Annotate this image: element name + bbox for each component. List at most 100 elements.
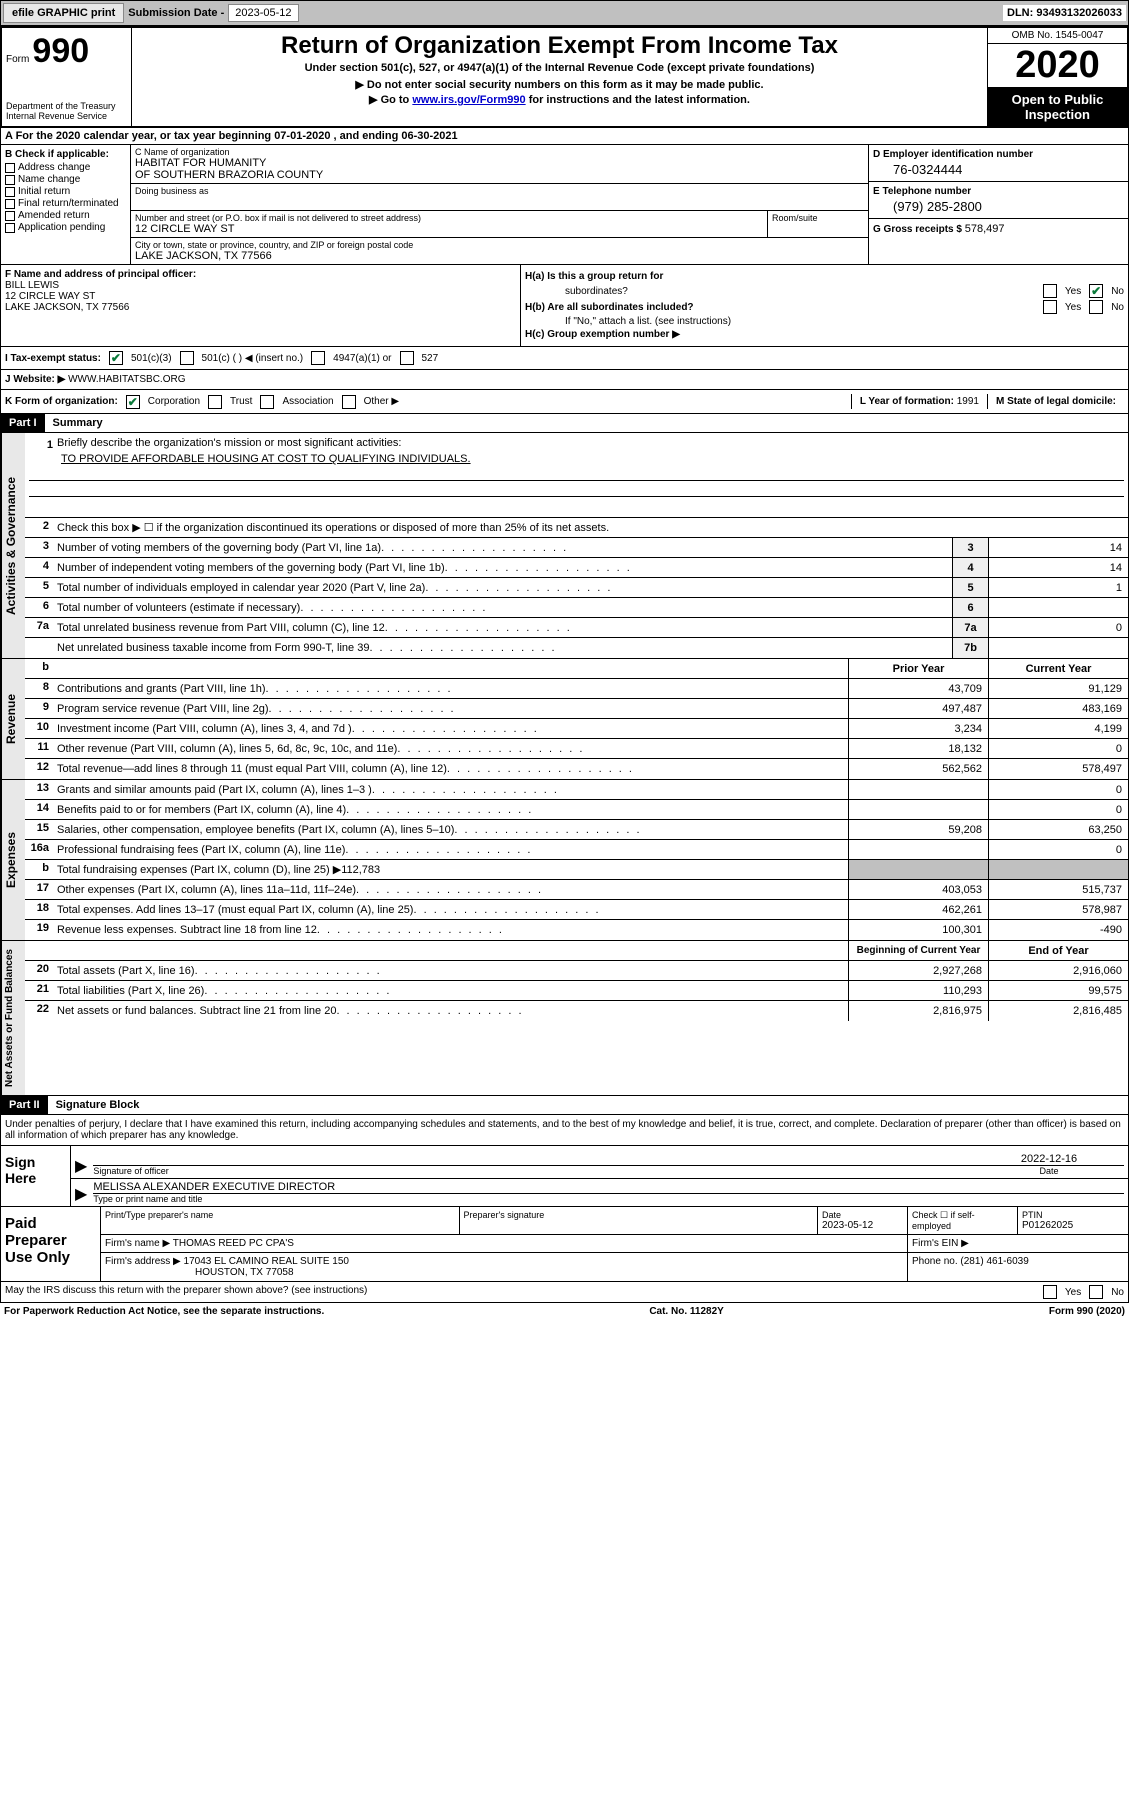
h-group-return-box: H(a) Is this a group return for subordin… bbox=[521, 265, 1128, 346]
table-row: Net unrelated business taxable income fr… bbox=[25, 638, 1128, 658]
city-label: City or town, state or province, country… bbox=[135, 240, 864, 250]
row-desc: Number of independent voting members of … bbox=[53, 558, 952, 577]
gross-value: 578,497 bbox=[965, 223, 1005, 235]
row-desc: Salaries, other compensation, employee b… bbox=[53, 820, 848, 839]
city-value: LAKE JACKSON, TX 77566 bbox=[135, 250, 864, 262]
chk-name-change[interactable]: Name change bbox=[5, 174, 126, 185]
h-c-line: H(c) Group exemption number ▶ bbox=[525, 329, 1124, 340]
gross-label: G Gross receipts $ bbox=[873, 224, 965, 235]
revenue-section: Revenue b Prior Year Current Year 8 Cont… bbox=[0, 659, 1129, 780]
row-desc: Total unrelated business revenue from Pa… bbox=[53, 618, 952, 637]
sign-here-label: Sign Here bbox=[1, 1146, 71, 1206]
prior-value bbox=[848, 800, 988, 819]
row-desc: Benefits paid to or for members (Part IX… bbox=[53, 800, 848, 819]
tab-net-assets: Net Assets or Fund Balances bbox=[1, 941, 25, 1095]
net-assets-section: Net Assets or Fund Balances Beginning of… bbox=[0, 941, 1129, 1096]
chk-address-change[interactable]: Address change bbox=[5, 162, 126, 173]
f-label: F Name and address of principal officer: bbox=[5, 269, 516, 280]
form990-link[interactable]: www.irs.gov/Form990 bbox=[412, 94, 525, 106]
table-row: 6 Total number of volunteers (estimate i… bbox=[25, 598, 1128, 618]
header-center: Return of Organization Exempt From Incom… bbox=[132, 28, 987, 126]
prior-value: 462,261 bbox=[848, 900, 988, 919]
prior-value: 43,709 bbox=[848, 679, 988, 698]
row-desc: Total number of individuals employed in … bbox=[53, 578, 952, 597]
chk-final-return[interactable]: Final return/terminated bbox=[5, 198, 126, 209]
prior-value bbox=[848, 780, 988, 799]
checkbox-icon bbox=[5, 175, 15, 185]
state-domicile: M State of legal domicile: bbox=[987, 394, 1124, 409]
h-a-yes-checkbox[interactable] bbox=[1043, 284, 1057, 298]
header-sub3: ▶ Go to www.irs.gov/Form990 for instruct… bbox=[136, 93, 983, 106]
table-row: 22 Net assets or fund balances. Subtract… bbox=[25, 1001, 1128, 1021]
current-value: 2,816,485 bbox=[988, 1001, 1128, 1021]
tab-expenses: Expenses bbox=[1, 780, 25, 940]
prep-name-cell: Print/Type preparer's name bbox=[101, 1207, 460, 1234]
form-header: Form 990 Department of the TreasuryInter… bbox=[0, 26, 1129, 128]
current-value: 515,737 bbox=[988, 880, 1128, 899]
dept-treasury: Department of the TreasuryInternal Reven… bbox=[6, 101, 127, 121]
signature-arrow-icon: ▶ bbox=[75, 1156, 87, 1176]
street-value: 12 CIRCLE WAY ST bbox=[135, 223, 763, 235]
row-desc: Professional fundraising fees (Part IX, … bbox=[53, 840, 848, 859]
form-title: Return of Organization Exempt From Incom… bbox=[136, 32, 983, 60]
chk-amended-return[interactable]: Amended return bbox=[5, 210, 126, 221]
dln-label: DLN: bbox=[1007, 7, 1036, 19]
chk-527[interactable] bbox=[400, 351, 414, 365]
officer-name-title: MELISSA ALEXANDER EXECUTIVE DIRECTOR bbox=[93, 1181, 1124, 1194]
table-row: 21 Total liabilities (Part X, line 26) 1… bbox=[25, 981, 1128, 1001]
k-label: K Form of organization: bbox=[5, 396, 118, 407]
signature-arrow-icon: ▶ bbox=[75, 1184, 87, 1204]
org-name-box: C Name of organization HABITAT FOR HUMAN… bbox=[131, 145, 868, 184]
efile-print-button[interactable]: efile GRAPHIC print bbox=[3, 3, 124, 23]
current-value: 483,169 bbox=[988, 699, 1128, 718]
prior-value bbox=[848, 860, 988, 879]
room-suite-cell: Room/suite bbox=[768, 211, 868, 237]
prior-value: 3,234 bbox=[848, 719, 988, 738]
chk-corporation[interactable]: ✔ bbox=[126, 395, 140, 409]
prior-value: 59,208 bbox=[848, 820, 988, 839]
checkbox-icon bbox=[5, 223, 15, 233]
row-value bbox=[988, 638, 1128, 658]
dba-label: Doing business as bbox=[135, 186, 864, 196]
current-value: 0 bbox=[988, 780, 1128, 799]
h-b-no-checkbox[interactable] bbox=[1089, 300, 1103, 314]
h-a-line: H(a) Is this a group return for bbox=[525, 271, 1124, 282]
street-label: Number and street (or P.O. box if mail i… bbox=[135, 213, 763, 223]
chk-501c[interactable] bbox=[180, 351, 194, 365]
col-b-header: B Check if applicable: bbox=[5, 149, 126, 160]
j-label: J Website: ▶ bbox=[5, 374, 65, 385]
h-b-yes-checkbox[interactable] bbox=[1043, 300, 1057, 314]
chk-4947[interactable] bbox=[311, 351, 325, 365]
row-desc: Other expenses (Part IX, column (A), lin… bbox=[53, 880, 848, 899]
signature-line: ▶ Signature of officer 2022-12-16 Date bbox=[71, 1146, 1128, 1179]
prior-value bbox=[848, 840, 988, 859]
h-a-no-checkbox[interactable]: ✔ bbox=[1089, 284, 1103, 298]
chk-association[interactable] bbox=[260, 395, 274, 409]
chk-other[interactable] bbox=[342, 395, 356, 409]
footer-row: For Paperwork Reduction Act Notice, see … bbox=[0, 1303, 1129, 1320]
chk-initial-return[interactable]: Initial return bbox=[5, 186, 126, 197]
chk-application-pending[interactable]: Application pending bbox=[5, 222, 126, 233]
table-row: 18 Total expenses. Add lines 13–17 (must… bbox=[25, 900, 1128, 920]
signature-declaration: Under penalties of perjury, I declare th… bbox=[0, 1115, 1129, 1146]
part-ii-title: Signature Block bbox=[48, 1096, 148, 1114]
current-value: 0 bbox=[988, 800, 1128, 819]
current-year-header: Current Year bbox=[988, 659, 1128, 678]
chk-trust[interactable] bbox=[208, 395, 222, 409]
ein-box: D Employer identification number 76-0324… bbox=[869, 145, 1128, 182]
discuss-yes-checkbox[interactable] bbox=[1043, 1285, 1057, 1299]
chk-501c3[interactable]: ✔ bbox=[109, 351, 123, 365]
form-ref: Form 990 (2020) bbox=[1049, 1306, 1125, 1317]
row-desc: Total fundraising expenses (Part IX, col… bbox=[53, 860, 848, 879]
prep-sig-cell: Preparer's signature bbox=[460, 1207, 819, 1234]
discuss-no-checkbox[interactable] bbox=[1089, 1285, 1103, 1299]
header-right: OMB No. 1545-0047 2020 Open to Public In… bbox=[987, 28, 1127, 126]
row-value: 14 bbox=[988, 538, 1128, 557]
row-value: 0 bbox=[988, 618, 1128, 637]
ein-value: 76-0324444 bbox=[873, 162, 1124, 177]
row-value: 14 bbox=[988, 558, 1128, 577]
part-i-header: Part I Summary bbox=[0, 414, 1129, 433]
prior-value: 497,487 bbox=[848, 699, 988, 718]
row-desc: Total liabilities (Part X, line 26) bbox=[53, 981, 848, 1000]
row-desc: Total number of volunteers (estimate if … bbox=[53, 598, 952, 617]
